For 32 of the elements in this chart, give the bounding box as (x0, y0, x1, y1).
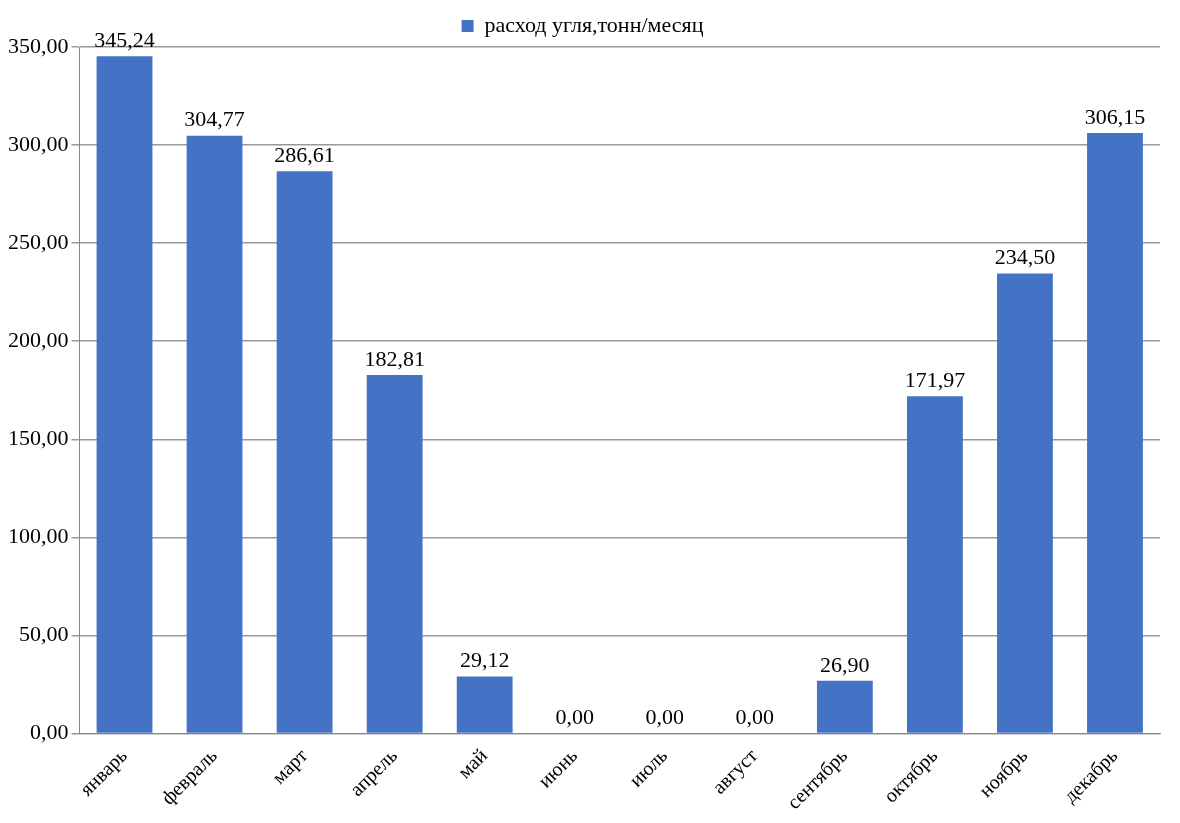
data-label: 26,90 (820, 651, 870, 677)
data-label: 234,50 (994, 244, 1056, 270)
data-label: 286,61 (274, 142, 335, 168)
data-label: 171,97 (904, 366, 966, 392)
bar (456, 676, 513, 733)
data-label: 0,00 (735, 704, 775, 730)
y-tick-label: 300,00 (8, 130, 69, 156)
bar (997, 273, 1053, 733)
y-tick-label: 250,00 (8, 228, 69, 254)
data-label: 306,15 (1084, 103, 1146, 129)
y-tick-label: 200,00 (8, 327, 69, 352)
y-tick-label: 50,00 (19, 621, 69, 647)
data-label: 345,24 (94, 27, 155, 53)
data-label: 29,12 (459, 647, 510, 673)
x-tick-label: июль (624, 743, 672, 791)
data-label: 0,00 (555, 704, 594, 730)
x-tick-label: май (452, 743, 492, 783)
y-tick-label: 350,00 (8, 32, 69, 58)
y-tick-label: 0,00 (30, 719, 69, 745)
bar (366, 374, 423, 733)
y-tick-label: 100,00 (8, 523, 69, 549)
bar (816, 680, 873, 733)
bar (906, 396, 963, 733)
data-label: 304,77 (184, 106, 245, 132)
data-label: 182,81 (364, 345, 425, 371)
y-tick-label: 150,00 (8, 425, 69, 451)
bar (1087, 133, 1143, 733)
legend-label: расход угля,тонн/месяц (484, 11, 704, 37)
data-label: 0,00 (645, 704, 685, 730)
bar (96, 56, 153, 733)
bar (186, 135, 243, 733)
bar (276, 171, 333, 733)
